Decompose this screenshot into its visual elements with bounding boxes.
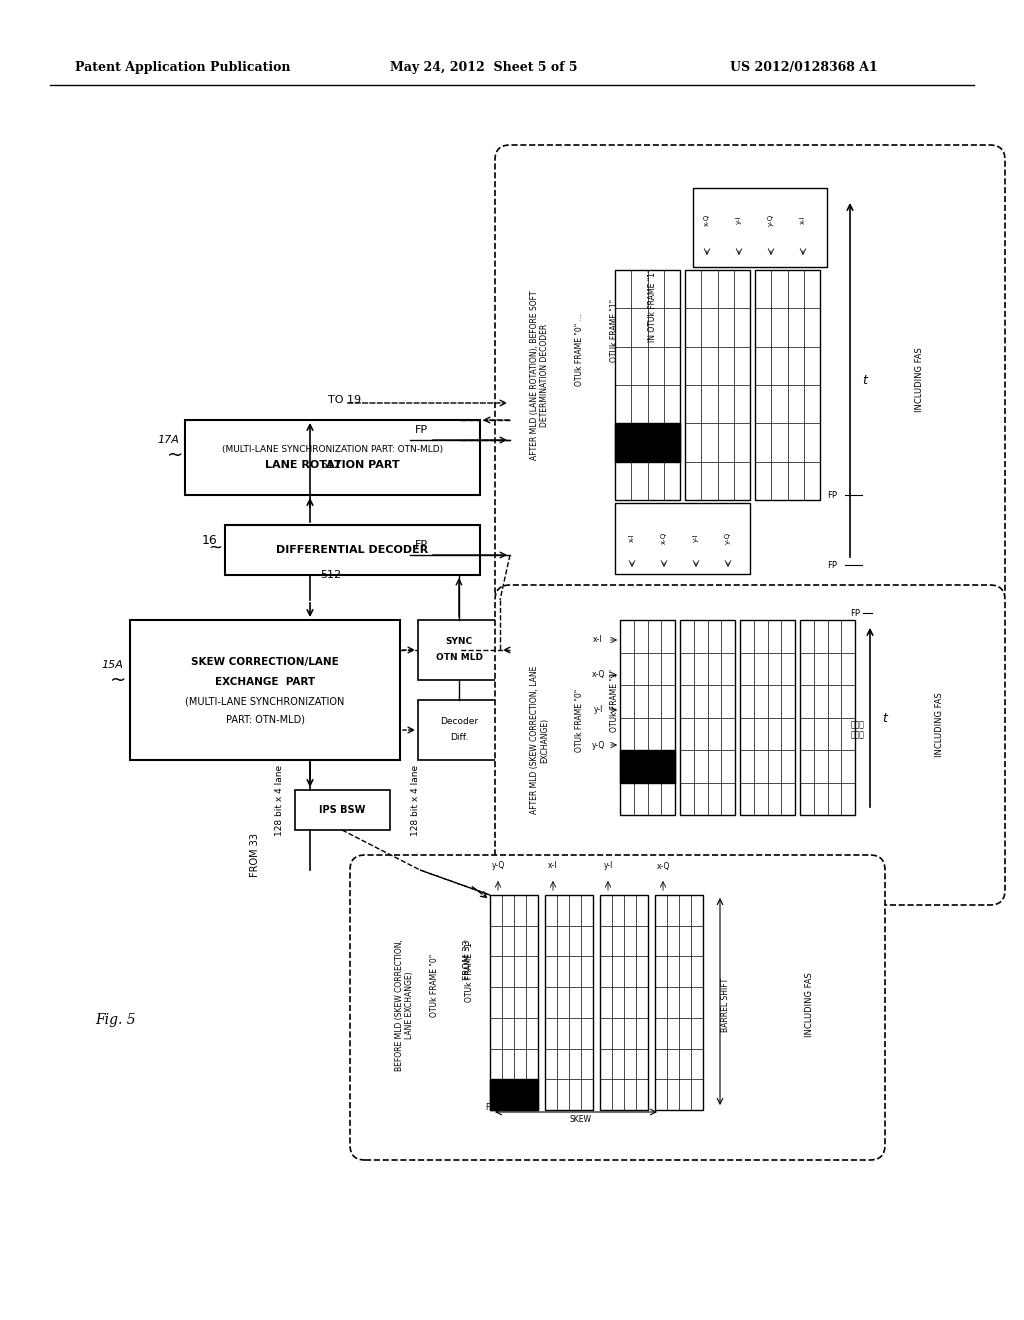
Text: x-Q: x-Q — [662, 532, 667, 544]
Text: x-Q: x-Q — [705, 214, 710, 226]
Text: x-I: x-I — [593, 635, 603, 644]
Text: EXCHANGE  PART: EXCHANGE PART — [215, 677, 315, 686]
Bar — [130, 620, 400, 760]
Text: Fig. 5: Fig. 5 — [95, 1012, 135, 1027]
Bar — [185, 420, 480, 495]
Bar — [615, 271, 680, 500]
Text: 512: 512 — [319, 459, 341, 470]
Text: INCLUDING FAS: INCLUDING FAS — [806, 973, 814, 1038]
FancyBboxPatch shape — [693, 187, 827, 267]
Text: Diff.: Diff. — [450, 734, 468, 742]
Text: Decoder: Decoder — [440, 718, 478, 726]
FancyBboxPatch shape — [615, 503, 750, 574]
Text: OTUk FRAME "1": OTUk FRAME "1" — [610, 298, 618, 362]
Text: FP: FP — [850, 609, 860, 618]
Text: (MULTI-LANE SYNCHRONIZATION: (MULTI-LANE SYNCHRONIZATION — [185, 697, 345, 708]
Text: FROM 33: FROM 33 — [464, 940, 472, 981]
Text: OTUk FRAME "0": OTUk FRAME "0" — [430, 953, 439, 1016]
Text: SYNC: SYNC — [445, 638, 472, 647]
Text: DIFFERENTIAL DECODER: DIFFERENTIAL DECODER — [276, 545, 429, 554]
Text: y-I: y-I — [736, 215, 742, 224]
Text: FP: FP — [415, 540, 428, 550]
Text: May 24, 2012  Sheet 5 of 5: May 24, 2012 Sheet 5 of 5 — [390, 62, 578, 74]
Text: PART: OTN-MLD): PART: OTN-MLD) — [225, 715, 304, 725]
Text: AFTER MLD (SKEW CORRECTION, LANE
EXCHANGE): AFTER MLD (SKEW CORRECTION, LANE EXCHANG… — [530, 665, 550, 814]
Text: y-Q: y-Q — [768, 214, 774, 226]
Text: BEFORE MLD (SKEW CORRECTION,
LANE EXCHANGE): BEFORE MLD (SKEW CORRECTION, LANE EXCHAN… — [395, 939, 415, 1071]
Text: x-I: x-I — [629, 533, 635, 543]
Text: FP: FP — [415, 425, 428, 436]
Text: y-I: y-I — [603, 862, 612, 870]
Text: y-Q: y-Q — [492, 862, 505, 870]
Text: FP: FP — [827, 561, 837, 569]
Text: ~: ~ — [208, 539, 222, 557]
Bar — [225, 525, 480, 576]
Text: LANE ROTATION PART: LANE ROTATION PART — [265, 461, 399, 470]
Bar — [655, 895, 703, 1110]
Bar — [418, 620, 500, 680]
Text: 512: 512 — [319, 570, 341, 579]
Text: IN OTUk FRAME "1": IN OTUk FRAME "1" — [648, 268, 657, 342]
Text: y-Q: y-Q — [592, 741, 604, 750]
Text: US 2012/0128368 A1: US 2012/0128368 A1 — [730, 62, 878, 74]
Text: OTUk FRAME "1": OTUk FRAME "1" — [610, 668, 618, 731]
Text: x-Q: x-Q — [591, 671, 605, 680]
Text: FP: FP — [485, 1104, 495, 1113]
Bar — [295, 789, 390, 830]
Text: OTN MLD: OTN MLD — [435, 653, 482, 663]
FancyBboxPatch shape — [495, 585, 1005, 906]
Bar — [740, 620, 795, 814]
Text: IPS BSW: IPS BSW — [319, 805, 366, 814]
Text: SKEW CORRECTION/LANE: SKEW CORRECTION/LANE — [191, 657, 339, 667]
Bar — [620, 620, 675, 814]
Text: y-I: y-I — [593, 705, 603, 714]
Bar — [685, 271, 750, 500]
Bar — [800, 620, 855, 814]
Text: バレル
シフト: バレル シフト — [851, 721, 865, 739]
Bar — [490, 1080, 538, 1110]
Bar — [418, 700, 500, 760]
Text: y-Q: y-Q — [725, 532, 731, 544]
Text: FP: FP — [827, 491, 837, 499]
Text: 15A: 15A — [101, 660, 123, 671]
Text: ~: ~ — [110, 671, 126, 689]
Bar — [615, 424, 680, 462]
Text: x-I: x-I — [548, 862, 558, 870]
Bar — [755, 271, 820, 500]
Text: 16: 16 — [202, 533, 218, 546]
Bar — [490, 895, 538, 1110]
Text: BARREL SHIFT: BARREL SHIFT — [722, 978, 730, 1032]
Text: AFTER MLD (LANE ROTATION), BEFORE SOFT
DETERMINATION DECODER: AFTER MLD (LANE ROTATION), BEFORE SOFT D… — [530, 290, 550, 459]
Text: INCLUDING FAS: INCLUDING FAS — [936, 693, 944, 758]
Text: (MULTI-LANE SYNCHRONIZATION PART: OTN-MLD): (MULTI-LANE SYNCHRONIZATION PART: OTN-ML… — [222, 445, 443, 454]
Bar — [620, 750, 675, 783]
Text: 128 bit x 4 lane: 128 bit x 4 lane — [275, 764, 285, 836]
FancyBboxPatch shape — [495, 145, 1005, 605]
Text: t: t — [882, 711, 887, 725]
Text: SKEW: SKEW — [569, 1115, 591, 1125]
Text: t: t — [862, 374, 867, 387]
Bar — [680, 620, 735, 814]
Bar — [545, 895, 593, 1110]
Text: TO 19: TO 19 — [329, 395, 361, 405]
Text: INCLUDING FAS: INCLUDING FAS — [915, 347, 925, 412]
Text: x-I: x-I — [800, 215, 806, 224]
Text: 17A: 17A — [157, 436, 179, 445]
Text: OTUk FRAME "0" ...: OTUk FRAME "0" ... — [575, 314, 584, 387]
Text: ~: ~ — [167, 446, 183, 465]
Text: FROM 33: FROM 33 — [250, 833, 260, 876]
Text: OTUk FRAME "1": OTUk FRAME "1" — [465, 939, 474, 1002]
Text: y-I: y-I — [693, 533, 699, 543]
Text: 128 bit x 4 lane: 128 bit x 4 lane — [411, 764, 420, 836]
Text: Patent Application Publication: Patent Application Publication — [75, 62, 291, 74]
Bar — [600, 895, 648, 1110]
Text: OTUk FRAME "0": OTUk FRAME "0" — [575, 688, 584, 751]
FancyBboxPatch shape — [350, 855, 885, 1160]
Text: x-Q: x-Q — [656, 862, 670, 870]
